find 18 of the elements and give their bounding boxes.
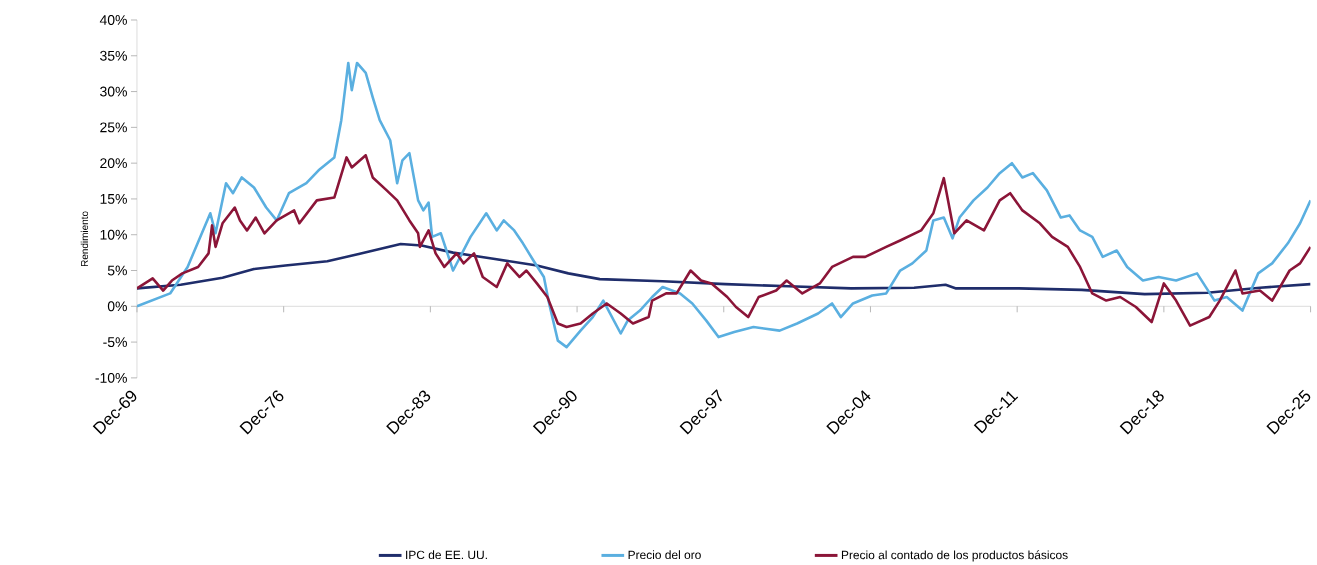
legend-label: Precio del oro <box>628 550 701 560</box>
line-series <box>136 61 1311 349</box>
line-series <box>136 242 1311 296</box>
line-series <box>136 154 1311 329</box>
legend-label: IPC de EE. UU. <box>406 550 487 560</box>
y-tick-label: 25% <box>100 122 127 133</box>
y-axis-title: Rendimiento <box>80 211 89 267</box>
y-tick-label: 30% <box>100 86 127 97</box>
y-tick-label: -10% <box>95 373 127 384</box>
legend-label: Precio al contado de los productos básicos <box>841 550 1068 562</box>
y-tick-label: 10% <box>100 230 127 240</box>
y-tick-label: 5% <box>107 265 127 276</box>
y-tick-label: 0% <box>107 301 127 312</box>
y-tick-label: 40% <box>99 15 127 26</box>
y-tick-label: 35% <box>100 51 127 61</box>
y-tick-label: 20% <box>100 158 127 169</box>
y-tick-label: -5% <box>103 337 127 348</box>
y-tick-label: 15% <box>100 194 127 205</box>
